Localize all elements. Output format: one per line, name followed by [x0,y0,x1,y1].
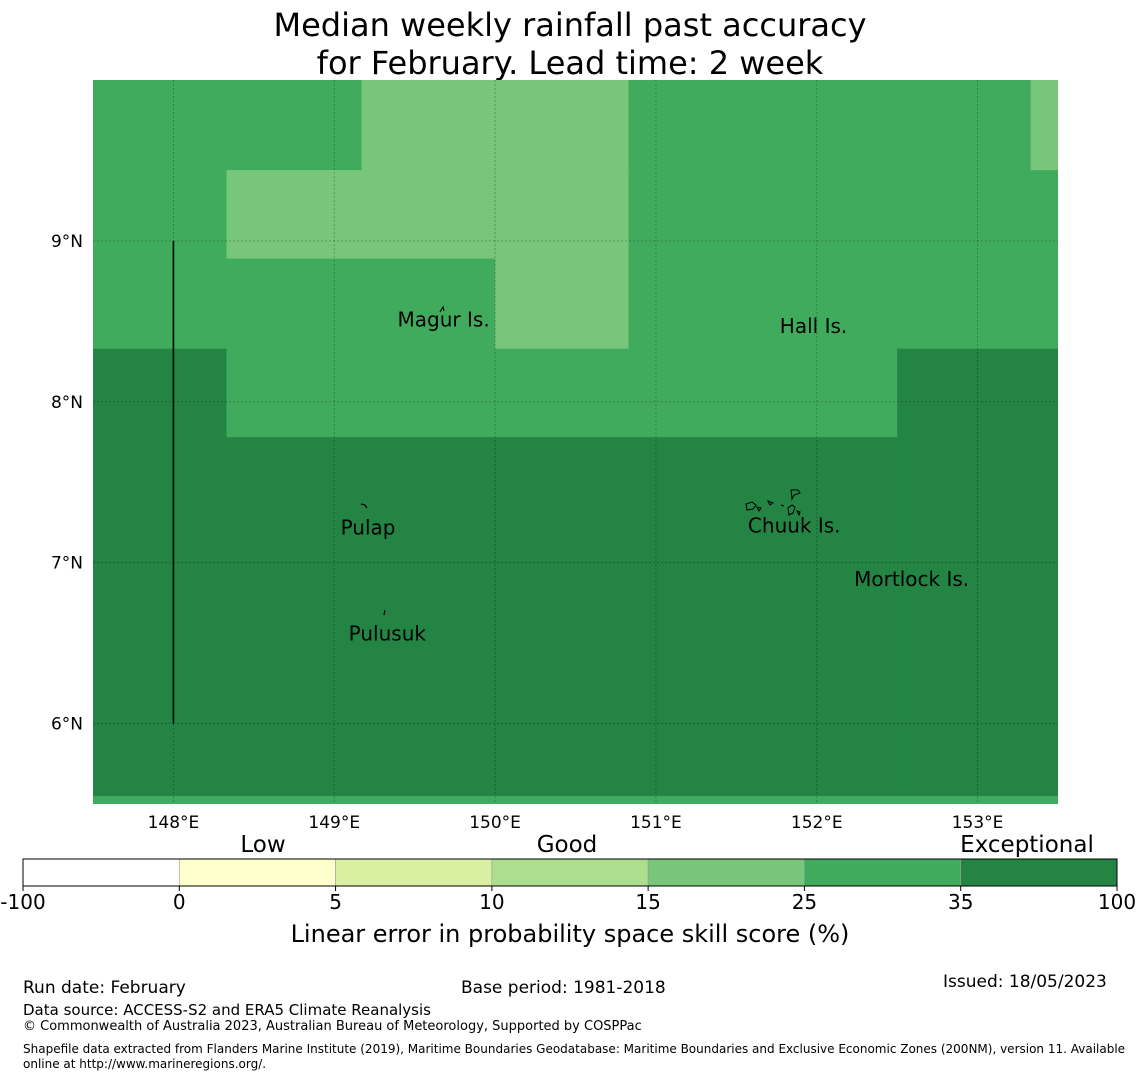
chuuk-lagoon-outline [745,489,801,517]
y-tick-label: 9°N [51,232,83,252]
x-tick-label: 151°E [630,813,682,833]
place-label: Hall Is. [780,314,847,338]
colorbar-tick-label: 35 [948,890,973,914]
magur-island-outline [439,305,445,313]
skill-cell-5 [93,348,227,796]
skill-cell-4 [1030,80,1058,171]
x-tick-label: 148°E [148,813,200,833]
colorbar-tick-label: 100 [1098,890,1136,914]
copyright: © Commonwealth of Australia 2023, Austra… [23,1019,642,1034]
place-label: Pulusuk [349,621,427,645]
skill-category-label: Exceptional [960,832,1094,858]
y-tick-label: 8°N [51,393,83,413]
skill-category-label: Good [537,832,598,858]
x-tick-label: 150°E [469,813,521,833]
issued-date: Issued: 18/05/2023 [943,972,1107,992]
colorbar-frame [22,858,1118,887]
y-tick-label: 7°N [51,554,83,574]
shapefile-credit: Shapefile data extracted from Flanders M… [23,1042,1126,1071]
run-date: Run date: February [23,978,186,998]
map-title: Median weekly rainfall past accuracy for… [0,6,1140,82]
colorbar-bin-0-to-5 [178,858,336,887]
colorbar-title: Linear error in probability space skill … [291,920,850,948]
colorbar-bin-15-to-25 [647,858,805,887]
colorbar-bin-25-to-35 [804,858,962,887]
pulap-island-outline [360,503,368,509]
place-label: Magur Is. [398,308,490,332]
colorbar-bin-5-to-10 [335,858,493,887]
map-area: 148°E 149°E 150°E 151°E 152°E 153°E 9°N 8°N 7°N 6… [51,80,1058,833]
colorbar-bin-10-to-15 [491,858,649,887]
skill-cell-7 [897,348,1058,796]
colorbar-tick-label: 10 [479,890,504,914]
colorbar-bin--100-to-0 [22,858,180,887]
skill-cell-3 [495,170,629,349]
x-tick-label: 153°E [952,813,1004,833]
place-label: Chuuk Is. [748,514,841,538]
colorbar-bin-35-to-100 [960,858,1118,887]
map-figure: 148°E 149°E 150°E 151°E 152°E 153°E 9°N 8°N 7°N 6… [0,80,1136,948]
x-tick-label: 152°E [791,813,843,833]
colorbar-tick-label: 5 [329,890,342,914]
base-period: Base period: 1981-2018 [461,978,666,998]
pulusuk-island-outline [383,609,386,616]
colorbar-tick-label: -100 [0,890,45,914]
colorbar-tick-label: 15 [635,890,660,914]
skill-cell-2 [226,170,496,259]
skill-cell-6 [226,437,898,796]
colorbar-tick-label: 0 [173,890,186,914]
place-label: Pulap [341,515,396,539]
skill-cell-1 [361,80,629,171]
data-source: Data source: ACCESS-S2 and ERA5 Climate … [23,1001,431,1019]
title-line-1: Median weekly rainfall past accuracy [273,6,867,44]
colorbar-tick-label: 25 [792,890,817,914]
x-tick-label: 149°E [308,813,360,833]
colorbar: -100 0 5 10 15 25 35 100 Low Good Exceptional Linea… [0,832,1136,948]
title-line-2: for February. Lead time: 2 week [316,44,824,82]
skill-category-label: Low [240,832,285,858]
island-outlines [360,305,801,616]
place-label: Mortlock Is. [854,567,969,591]
y-tick-label: 6°N [51,715,83,735]
